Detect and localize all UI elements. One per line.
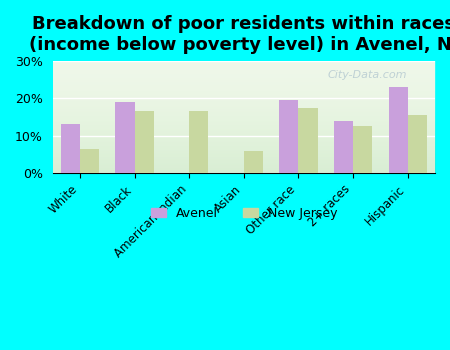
Bar [298,108,318,173]
Bar [80,149,99,173]
Legend: Avenel, New Jersey: Avenel, New Jersey [145,202,342,225]
Bar [353,126,372,173]
Bar [135,111,153,173]
Title: Breakdown of poor residents within races
(income below poverty level) in Avenel,: Breakdown of poor residents within races… [29,15,450,54]
Text: City-Data.com: City-Data.com [328,70,407,80]
Bar [388,87,408,173]
Bar [244,150,263,173]
Bar [408,115,427,173]
Bar [189,111,208,173]
Bar [279,100,298,173]
Bar [115,102,135,173]
Bar [61,125,80,173]
Bar [334,121,353,173]
